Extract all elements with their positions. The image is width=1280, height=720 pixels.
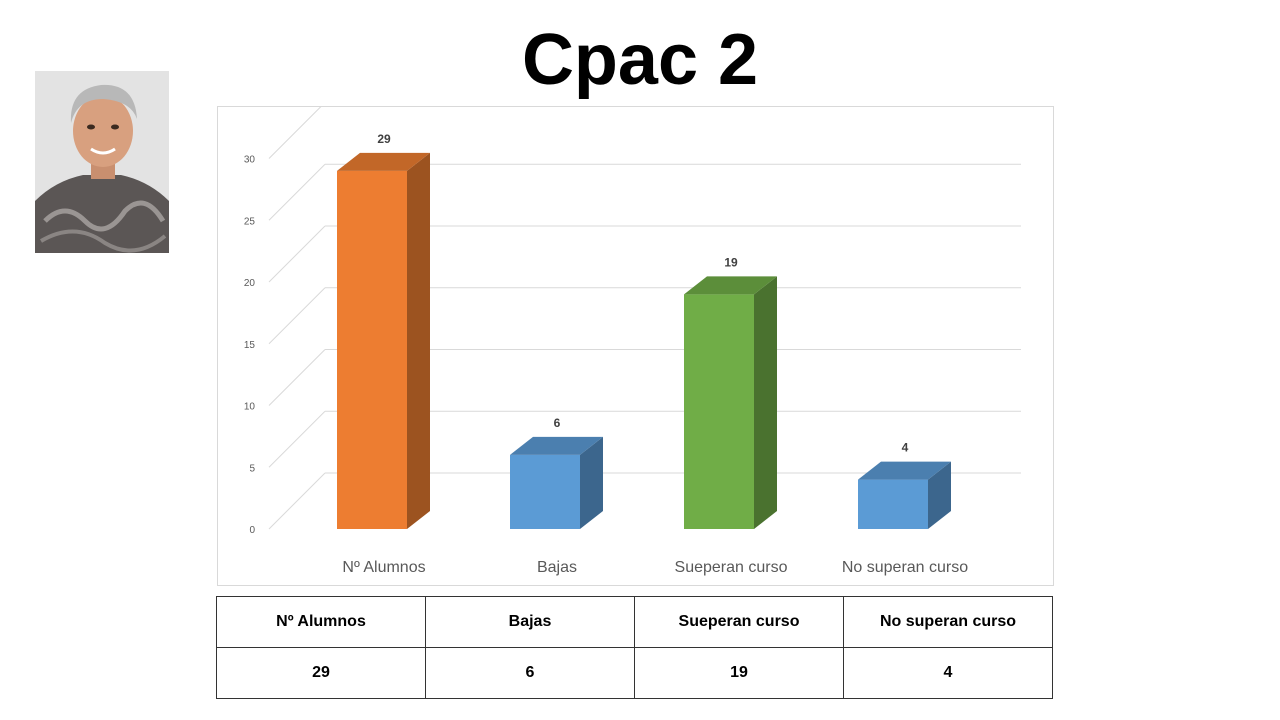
data-label: 6 bbox=[554, 416, 561, 430]
bar bbox=[858, 461, 951, 529]
bar-side bbox=[754, 276, 777, 529]
x-tick-label: No superan curso bbox=[842, 559, 968, 576]
table-header-row: Nº Alumnos Bajas Sueperan curso No super… bbox=[216, 596, 1053, 648]
y-tick-label: 15 bbox=[244, 340, 256, 351]
table-cell: 4 bbox=[843, 647, 1053, 699]
gridline-side bbox=[268, 107, 322, 159]
data-label: 29 bbox=[377, 132, 391, 146]
chart-gridlines bbox=[268, 107, 1021, 530]
table-header-cell: Sueperan curso bbox=[634, 596, 844, 648]
bar-side bbox=[407, 152, 430, 529]
bar bbox=[337, 152, 430, 529]
data-labels: 29 6 19 4 bbox=[377, 132, 908, 455]
chart-frame: 0 5 10 15 20 25 30 29 6 19 4 Nº Alumnos Bajas Suepe… bbox=[217, 106, 1054, 586]
chart-bars bbox=[337, 152, 951, 529]
portrait-photo bbox=[35, 71, 169, 253]
x-tick-label: Nº Alumnos bbox=[342, 559, 425, 576]
person-avatar-icon bbox=[35, 71, 169, 253]
gridline-side bbox=[268, 287, 326, 345]
table-cell: 6 bbox=[425, 647, 635, 699]
table-cell: 29 bbox=[216, 647, 426, 699]
x-tick-label: Bajas bbox=[537, 559, 577, 576]
gridline-side bbox=[268, 349, 326, 406]
slide-title: Cpac 2 bbox=[521, 20, 759, 100]
table-header-cell: Bajas bbox=[425, 596, 635, 648]
bar-front bbox=[858, 479, 928, 529]
x-axis-ticks: Nº Alumnos Bajas Sueperan curso No superan … bbox=[342, 559, 968, 576]
bar-side bbox=[580, 436, 603, 529]
bar-top bbox=[510, 436, 603, 455]
data-label: 19 bbox=[724, 255, 738, 269]
table-row: 29 6 19 4 bbox=[216, 647, 1053, 699]
bar-chart: 0 5 10 15 20 25 30 29 6 19 4 Nº Alumnos Bajas Suepe… bbox=[244, 107, 1021, 576]
bar-front bbox=[337, 170, 407, 529]
bar-side bbox=[928, 461, 951, 529]
bar-top bbox=[337, 152, 430, 171]
gridline-side bbox=[268, 472, 326, 530]
bar bbox=[684, 276, 777, 529]
table-header-cell: Nº Alumnos bbox=[216, 596, 426, 648]
y-tick-label: 5 bbox=[249, 463, 255, 474]
bar bbox=[510, 436, 603, 529]
data-table: Nº Alumnos Bajas Sueperan curso No super… bbox=[216, 596, 1053, 699]
y-tick-label: 20 bbox=[244, 278, 256, 289]
y-tick-label: 0 bbox=[249, 525, 255, 536]
y-axis-ticks: 0 5 10 15 20 25 30 bbox=[244, 155, 256, 537]
bar-front bbox=[684, 294, 754, 529]
gridline-side bbox=[268, 163, 326, 221]
y-tick-label: 25 bbox=[244, 216, 256, 227]
y-tick-label: 30 bbox=[244, 155, 256, 166]
y-tick-label: 10 bbox=[244, 402, 256, 413]
gridline-side bbox=[268, 410, 326, 468]
table-header-cell: No superan curso bbox=[843, 596, 1053, 648]
table-cell: 19 bbox=[634, 647, 844, 699]
bar-front bbox=[510, 454, 580, 529]
gridline-side bbox=[268, 225, 326, 283]
bar-top bbox=[684, 276, 777, 295]
data-label: 4 bbox=[902, 441, 909, 455]
x-tick-label: Sueperan curso bbox=[675, 559, 788, 576]
bar-top bbox=[858, 461, 951, 480]
